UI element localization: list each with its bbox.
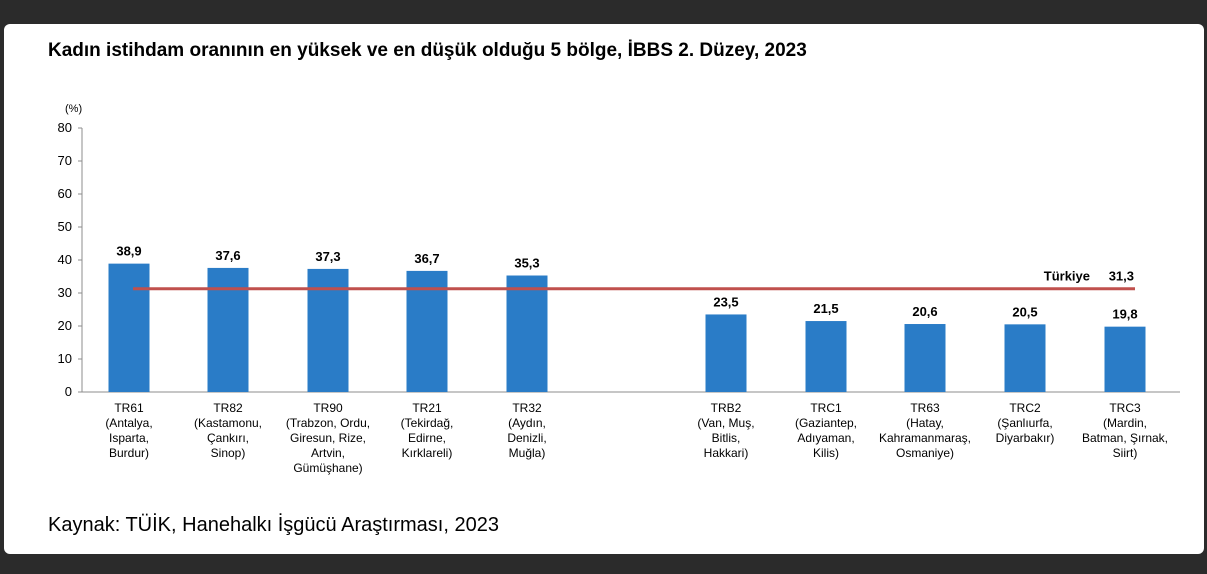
bar-tr21 xyxy=(406,270,448,392)
x-tick-sublabel: Muğla) xyxy=(509,446,546,460)
data-label: 36,7 xyxy=(414,251,439,266)
bar-tr32 xyxy=(506,275,548,392)
bar-trb2 xyxy=(705,314,747,392)
data-label: 37,6 xyxy=(215,248,240,263)
x-tick-label: TRC3 xyxy=(1109,401,1141,415)
data-label: 38,9 xyxy=(116,244,141,259)
x-tick-label: TR82 xyxy=(213,401,243,415)
data-label: 23,5 xyxy=(713,294,738,309)
x-tick-sublabel: Kilis) xyxy=(813,446,839,460)
x-tick-sublabel: Isparta, xyxy=(109,431,149,445)
y-tick-label: 20 xyxy=(58,318,72,333)
x-tick-sublabel: Bitlis, xyxy=(712,431,741,445)
x-tick-sublabel: (Van, Muş, xyxy=(697,416,754,430)
data-label: 20,5 xyxy=(1012,304,1037,319)
bar-trc2 xyxy=(1004,324,1046,392)
bar-tr63 xyxy=(904,324,946,392)
x-tick-sublabel: Artvin, xyxy=(311,446,345,460)
x-tick-sublabel: (Antalya, xyxy=(105,416,152,430)
y-tick-label: 30 xyxy=(58,285,72,300)
x-tick-sublabel: (Tekirdağ, xyxy=(401,416,454,430)
x-tick-sublabel: (Hatay, xyxy=(906,416,944,430)
bar-tr61 xyxy=(108,263,150,392)
data-label: 21,5 xyxy=(813,301,838,316)
chart-title: Kadın istihdam oranının en yüksek ve en … xyxy=(48,40,807,61)
y-tick-label: 60 xyxy=(58,186,72,201)
source-note: Kaynak: TÜİK, Hanehalkı İşgücü Araştırma… xyxy=(48,514,499,536)
x-tick-sublabel: Sinop) xyxy=(211,446,246,460)
data-label: 20,6 xyxy=(912,304,937,319)
data-label: 35,3 xyxy=(514,256,539,271)
bar-tr82 xyxy=(207,267,249,392)
x-tick-label: TR90 xyxy=(313,401,343,415)
x-tick-sublabel: (Gaziantep, xyxy=(795,416,857,430)
x-tick-sublabel: Edirne, xyxy=(408,431,446,445)
x-tick-sublabel: Denizli, xyxy=(507,431,546,445)
x-tick-sublabel: (Kastamonu, xyxy=(194,416,262,430)
y-tick-label: 40 xyxy=(58,252,72,267)
y-tick-label: 10 xyxy=(58,351,72,366)
x-tick-label: TR63 xyxy=(910,401,940,415)
x-tick-label: TRC1 xyxy=(810,401,842,415)
y-axis-unit-label: (%) xyxy=(65,103,82,115)
reference-line-label: Türkiye xyxy=(1044,269,1090,284)
x-tick-sublabel: Osmaniye) xyxy=(896,446,954,460)
x-tick-label: TR32 xyxy=(512,401,542,415)
bar-chart: (%) 0 10 20 30 40 50 60 70 80 38,9 TR61(Antalya,Isp… xyxy=(58,103,1180,475)
bar-trc1 xyxy=(805,321,847,392)
x-tick-sublabel: (Trabzon, Ordu, xyxy=(286,416,370,430)
y-tick-label: 80 xyxy=(58,120,72,135)
x-tick-sublabel: Adıyaman, xyxy=(797,431,854,445)
reference-line-value: 31,3 xyxy=(1109,269,1134,284)
x-tick-label: TRC2 xyxy=(1009,401,1041,415)
x-tick-label: TRB2 xyxy=(711,401,742,415)
x-tick-label: TR21 xyxy=(412,401,442,415)
x-tick-sublabel: Çankırı, xyxy=(207,431,249,445)
x-tick-sublabel: Giresun, Rize, xyxy=(290,431,366,445)
y-tick-label: 70 xyxy=(58,153,72,168)
x-tick-sublabel: (Aydın, xyxy=(508,416,546,430)
x-tick-sublabel: Batman, Şırnak, xyxy=(1082,431,1168,445)
x-tick-sublabel: Siirt) xyxy=(1113,446,1138,460)
x-tick-label: TR61 xyxy=(114,401,144,415)
chart-card: Kadın istihdam oranının en yüksek ve en … xyxy=(4,24,1204,554)
x-tick-sublabel: Kahramanmaraş, xyxy=(879,431,971,445)
x-tick-sublabel: (Mardin, xyxy=(1103,416,1147,430)
x-tick-sublabel: Burdur) xyxy=(109,446,149,460)
x-tick-sublabel: Kırklareli) xyxy=(402,446,453,460)
x-tick-sublabel: (Şanlıurfa, xyxy=(997,416,1052,430)
data-label: 37,3 xyxy=(315,249,340,264)
y-tick-label: 0 xyxy=(65,384,72,399)
x-tick-sublabel: Gümüşhane) xyxy=(293,461,362,475)
y-tick-label: 50 xyxy=(58,219,72,234)
x-tick-sublabel: Diyarbakır) xyxy=(996,431,1055,445)
data-label: 19,8 xyxy=(1112,307,1137,322)
bar-trc3 xyxy=(1104,326,1146,392)
x-tick-sublabel: Hakkari) xyxy=(704,446,749,460)
